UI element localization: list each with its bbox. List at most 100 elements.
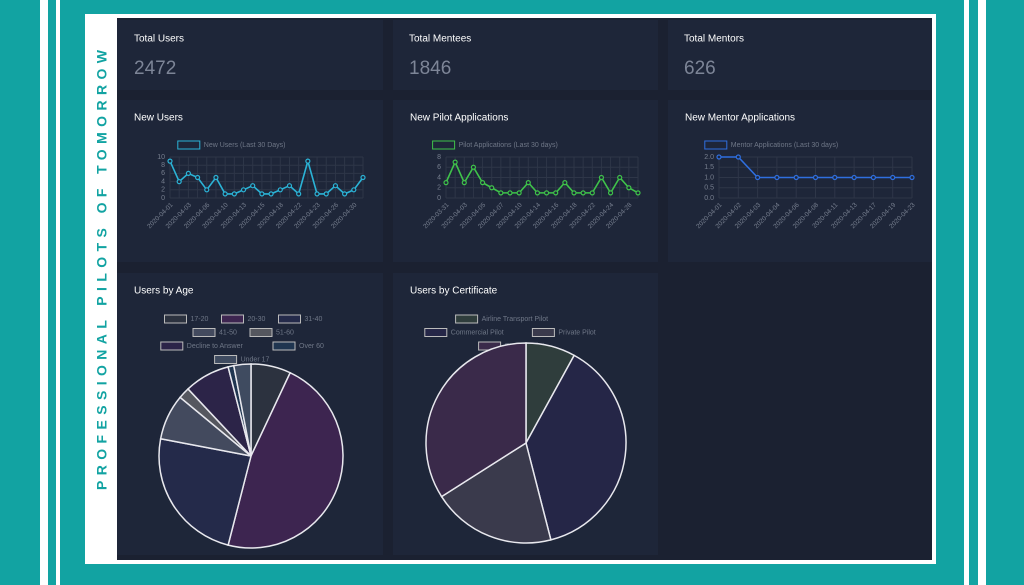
y-tick-label: 0.0 xyxy=(704,195,714,202)
pie-slice xyxy=(425,342,527,498)
point xyxy=(534,190,541,196)
legend-label: Decline to Answer xyxy=(187,343,244,350)
point xyxy=(452,159,458,165)
point xyxy=(571,190,577,196)
point xyxy=(525,180,531,186)
card-title: New Users xyxy=(134,113,183,124)
legend-label: 17-20 xyxy=(191,316,209,323)
point xyxy=(332,183,339,189)
point xyxy=(479,180,486,186)
legend-label: Commercial Pilot xyxy=(451,329,504,336)
point xyxy=(589,190,595,196)
point xyxy=(498,190,504,196)
card-title: Users by Certificate xyxy=(410,286,498,297)
stat-label: Total Mentees xyxy=(409,34,471,45)
point xyxy=(204,187,210,193)
legend-label: 51-60 xyxy=(276,329,294,336)
legend-label: Private Pilot xyxy=(558,329,595,336)
point xyxy=(286,183,293,189)
y-tick-label: 6 xyxy=(161,170,165,177)
point xyxy=(323,191,329,197)
point xyxy=(194,174,201,181)
point xyxy=(870,174,877,181)
stripe xyxy=(964,0,969,585)
legend-swatch xyxy=(164,314,187,324)
legend-swatch xyxy=(221,314,244,324)
point xyxy=(259,191,265,197)
point xyxy=(580,190,586,196)
point xyxy=(716,154,722,160)
pie-slice xyxy=(525,354,627,541)
legend-label: Airline Transport Pilot xyxy=(482,316,549,323)
y-tick-label: 0 xyxy=(161,195,165,202)
point xyxy=(774,174,780,181)
line xyxy=(445,160,639,195)
point xyxy=(443,180,449,186)
point xyxy=(562,180,568,186)
point xyxy=(342,191,348,197)
legend-swatch xyxy=(531,328,555,337)
y-tick-label: 1.0 xyxy=(704,174,714,181)
card xyxy=(668,20,932,90)
y-tick-label: 2.0 xyxy=(704,154,714,161)
point xyxy=(231,191,237,197)
y-tick-label: 0 xyxy=(437,195,441,202)
legend-label: Pilot Applications (Last 30 days) xyxy=(459,142,558,149)
legend-swatch xyxy=(160,341,184,351)
legend-swatch xyxy=(192,328,216,337)
point xyxy=(626,185,632,191)
line xyxy=(169,158,364,196)
y-tick-label: 4 xyxy=(161,178,165,185)
y-tick-label: 10 xyxy=(157,154,165,161)
point xyxy=(360,174,366,181)
legend-swatch xyxy=(424,328,448,337)
point xyxy=(351,187,357,193)
point xyxy=(598,174,605,181)
point xyxy=(754,174,761,181)
point xyxy=(735,154,741,160)
y-tick-label: 1.5 xyxy=(704,164,714,171)
point xyxy=(793,174,799,181)
point xyxy=(909,174,915,181)
pie-slice xyxy=(440,441,552,544)
point xyxy=(470,164,477,170)
legend-label: Mentor Applications (Last 30 days) xyxy=(731,142,838,149)
point xyxy=(461,180,467,186)
point xyxy=(607,190,614,196)
stat-value: 1846 xyxy=(409,58,451,79)
point xyxy=(617,174,623,181)
point xyxy=(812,174,819,181)
y-tick-label: 2 xyxy=(437,185,441,192)
point xyxy=(176,179,182,185)
point xyxy=(516,190,522,196)
legend-label: Under 17 xyxy=(241,356,270,363)
point xyxy=(167,158,173,164)
y-tick-label: 6 xyxy=(437,164,441,171)
card xyxy=(117,20,383,90)
pie-slice xyxy=(158,437,252,547)
card-title: New Mentor Applications xyxy=(685,113,795,124)
stat-label: Total Users xyxy=(134,34,184,45)
card-title: New Pilot Applications xyxy=(410,113,508,124)
y-tick-label: 8 xyxy=(437,154,441,161)
point xyxy=(543,190,550,196)
legend-label: 41-50 xyxy=(219,329,237,336)
y-tick-label: 4 xyxy=(437,174,441,181)
point xyxy=(277,187,283,193)
legend-swatch xyxy=(177,140,201,150)
legend-swatch xyxy=(704,140,728,150)
stat-value: 626 xyxy=(684,58,716,79)
legend-swatch xyxy=(455,314,479,324)
legend-swatch xyxy=(249,328,273,337)
legend-label: 20-30 xyxy=(248,316,266,323)
point xyxy=(222,191,228,197)
point xyxy=(296,191,302,197)
point xyxy=(489,185,495,191)
stripe xyxy=(978,0,986,585)
stat-value: 2472 xyxy=(134,58,176,79)
legend-label: Over 60 xyxy=(299,343,324,350)
card xyxy=(117,100,383,262)
point xyxy=(240,187,247,193)
point xyxy=(507,190,513,196)
